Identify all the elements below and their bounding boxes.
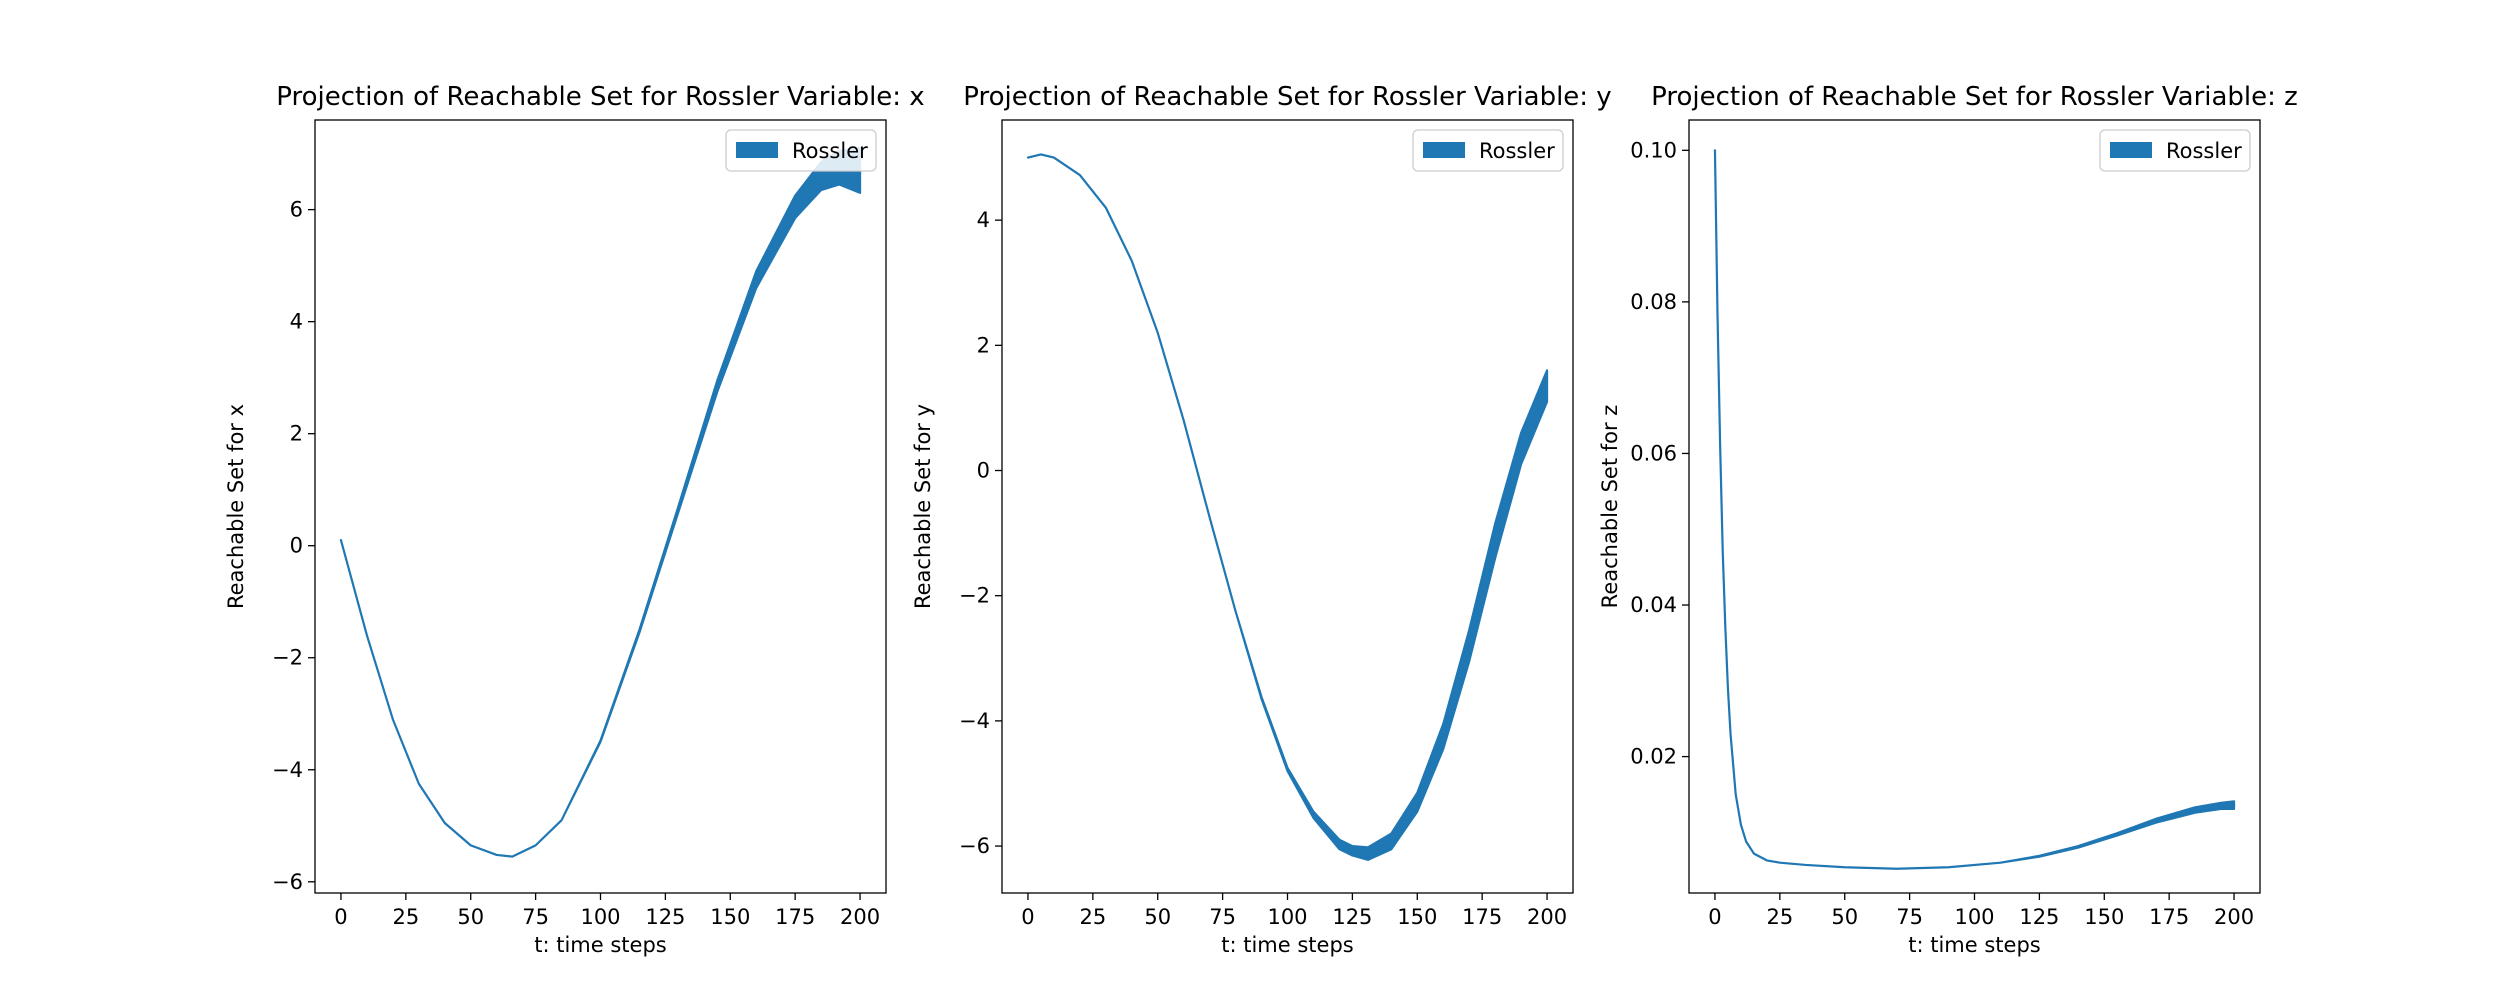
axes-frame xyxy=(1688,119,2261,894)
y-tick-label: 0.06 xyxy=(1630,441,1677,465)
y-tick-label: −2 xyxy=(959,584,990,608)
series-band-rossler xyxy=(1026,153,1549,861)
legend-swatch xyxy=(1423,142,1465,158)
y-tick-label: 2 xyxy=(290,422,303,446)
y-tick-label: −6 xyxy=(272,870,303,894)
x-tick-label: 25 xyxy=(1766,905,1793,929)
y-axis-label: Reachable Set for z xyxy=(1598,405,1622,609)
chart-title: Projection of Reachable Set for Rossler … xyxy=(1651,82,2298,112)
x-tick-label: 25 xyxy=(392,905,419,929)
x-tick-label: 75 xyxy=(1209,905,1236,929)
y-tick-label: −6 xyxy=(959,834,990,858)
y-tick-label: 0 xyxy=(977,459,990,483)
chart-title: Projection of Reachable Set for Rossler … xyxy=(276,82,924,112)
y-tick-label: 0.02 xyxy=(1630,745,1677,769)
legend: Rossler xyxy=(2099,129,2251,172)
y-tick-label: 6 xyxy=(290,198,303,222)
x-tick-label: 75 xyxy=(522,905,549,929)
x-axis-label: t: time steps xyxy=(534,933,666,957)
legend-swatch xyxy=(736,142,778,158)
x-tick-label: 150 xyxy=(1397,905,1437,929)
x-tick-label: 175 xyxy=(775,905,815,929)
y-axis-label: Reachable Set for y xyxy=(911,404,935,609)
chart-panel-3: 0 25 50 75 100 125 150 175 200 0.02 0.04 0.06 0.08 0.… xyxy=(1598,82,2298,957)
x-tick-label: 125 xyxy=(645,905,685,929)
legend-box xyxy=(725,129,877,172)
x-tick-label: 100 xyxy=(580,905,620,929)
x-axis-label: t: time steps xyxy=(1908,933,2040,957)
x-tick-label: 200 xyxy=(1527,905,1567,929)
x-tick-label: 175 xyxy=(1462,905,1502,929)
axes-frame xyxy=(1001,119,1574,894)
legend-box xyxy=(1412,129,1564,172)
series-band-rossler xyxy=(339,146,862,858)
y-tick-label: 2 xyxy=(977,333,990,357)
chart-panel-1: 0 25 50 75 100 125 150 175 200 −6 −4 −2 0 2 4 6 Projecti… xyxy=(224,82,925,957)
y-tick-label: 0.08 xyxy=(1630,290,1677,314)
y-tick-label: 4 xyxy=(977,208,990,232)
x-tick-label: 50 xyxy=(1144,905,1171,929)
x-tick-label: 0 xyxy=(334,905,347,929)
x-tick-label: 50 xyxy=(457,905,484,929)
x-tick-label: 175 xyxy=(2149,905,2189,929)
y-tick-label: 4 xyxy=(290,310,303,334)
x-tick-label: 0 xyxy=(1021,905,1034,929)
x-tick-label: 125 xyxy=(1332,905,1372,929)
y-tick-label: 0.10 xyxy=(1630,138,1677,162)
legend-box xyxy=(2099,129,2251,172)
x-tick-label: 125 xyxy=(2019,905,2059,929)
x-tick-label: 100 xyxy=(1954,905,1994,929)
y-axis-label: Reachable Set for x xyxy=(224,404,248,609)
x-tick-label: 25 xyxy=(1079,905,1106,929)
x-tick-label: 150 xyxy=(2084,905,2124,929)
x-tick-label: 75 xyxy=(1896,905,1923,929)
chart-panel-2: 0 25 50 75 100 125 150 175 200 −6 −4 −2 0 2 4 Projectio… xyxy=(911,82,1612,957)
x-tick-label: 200 xyxy=(840,905,880,929)
x-tick-label: 50 xyxy=(1831,905,1858,929)
x-tick-label: 150 xyxy=(710,905,750,929)
series-band-rossler xyxy=(1713,149,2236,870)
legend-label: Rossler xyxy=(792,139,868,163)
y-tick-label: −4 xyxy=(272,758,303,782)
chart-title: Projection of Reachable Set for Rossler … xyxy=(963,82,1611,112)
y-tick-label: 0 xyxy=(290,534,303,558)
legend: Rossler xyxy=(1412,129,1564,172)
axes-frame xyxy=(314,119,887,894)
legend: Rossler xyxy=(725,129,877,172)
legend-label: Rossler xyxy=(1479,139,1555,163)
x-tick-label: 200 xyxy=(2214,905,2254,929)
x-tick-label: 100 xyxy=(1267,905,1307,929)
x-axis-label: t: time steps xyxy=(1221,933,1353,957)
y-tick-label: −2 xyxy=(272,646,303,670)
legend-swatch xyxy=(2110,142,2152,158)
y-tick-label: −4 xyxy=(959,709,990,733)
legend-label: Rossler xyxy=(2166,139,2242,163)
x-tick-label: 0 xyxy=(1708,905,1721,929)
y-tick-label: 0.04 xyxy=(1630,593,1677,617)
